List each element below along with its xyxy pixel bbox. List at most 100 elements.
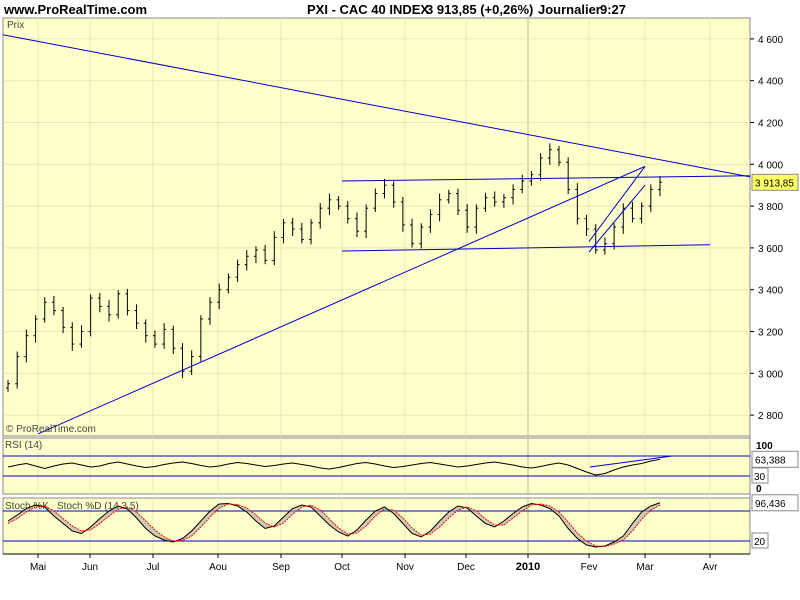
quote-value: 3 913,85 (+0,26%): [426, 2, 534, 17]
ohlc-bar: [217, 283, 222, 310]
x-tick-label: Jun: [82, 562, 98, 573]
ohlc-bar: [437, 193, 442, 222]
x-tick-label: Avr: [703, 562, 718, 573]
ohlc-bar: [281, 219, 286, 244]
price-panel-title: Prix: [7, 20, 24, 31]
ohlc-bar: [42, 297, 47, 323]
ohlc-bar: [244, 249, 249, 271]
ohlc-bar: [612, 223, 617, 250]
ohlc-bar: [630, 201, 635, 223]
ohlc-bar: [51, 295, 56, 316]
ohlc-bar: [400, 196, 405, 232]
ohlc-bar: [556, 145, 561, 166]
ohlc-bar: [345, 201, 350, 224]
stoch-level-tag: [751, 532, 769, 549]
trendline: [588, 184, 646, 253]
ohlc-bar: [327, 193, 332, 216]
ohlc-bar: [309, 219, 314, 245]
rsi-panel-title: RSI (14): [5, 440, 42, 451]
ohlc-bar: [143, 319, 148, 343]
trendline: [341, 175, 751, 182]
rsi-tick-30: 30: [754, 472, 766, 483]
ohlc-bar: [70, 322, 75, 351]
ohlc-bar: [474, 204, 479, 234]
ohlc-bar: [511, 184, 516, 205]
ohlc-bar: [492, 191, 497, 207]
ohlc-bar: [6, 379, 10, 392]
ohlc-bar: [171, 325, 176, 355]
x-tick-label: Dec: [457, 562, 475, 573]
quote-time: 9:27: [600, 2, 627, 17]
ohlc-bar: [318, 203, 323, 229]
ohlc-bar: [593, 224, 598, 254]
ohlc-bar: [272, 231, 277, 266]
trendline: [37, 165, 646, 435]
ohlc-bar: [116, 290, 121, 319]
ohlc-bar: [235, 259, 240, 282]
trendline: [588, 166, 646, 242]
x-tick-label: Sep: [272, 562, 290, 573]
ohlc-bar: [24, 329, 29, 363]
site-url[interactable]: www.ProRealTime.com: [4, 2, 148, 17]
y-tick-label: 4 600: [758, 35, 783, 46]
y-tick-label: 3 600: [758, 244, 783, 255]
ohlc-bar: [180, 343, 185, 379]
ohlc-bar: [263, 244, 268, 265]
ohlc-bar: [134, 304, 139, 329]
ohlc-bar: [364, 204, 369, 239]
ohlc-bar: [483, 192, 488, 212]
last-price-label: 3 913,85: [755, 178, 794, 189]
y-tick-label: 4 200: [758, 119, 783, 130]
ohlc-bar: [575, 183, 580, 225]
ohlc-bar: [465, 204, 470, 233]
rsi-line: [7, 458, 661, 476]
x-tick-label: Mar: [636, 562, 654, 573]
ohlc-bar: [97, 293, 102, 313]
last-price-tag: [751, 173, 799, 191]
ohlc-bar: [501, 193, 506, 208]
x-tick-label: Aou: [209, 562, 227, 573]
x-tick-label: 2010: [516, 561, 540, 573]
ohlc-bar: [61, 306, 66, 334]
ohlc-bar: [189, 350, 194, 375]
ohlc-bar: [336, 196, 341, 210]
y-tick-label: 3 000: [758, 369, 783, 380]
ohlc-bar: [79, 325, 84, 348]
x-tick-label: Fev: [581, 562, 598, 573]
price-panel: [2, 17, 751, 437]
ohlc-bar: [354, 212, 359, 238]
stoch-last-tag: [751, 494, 799, 512]
rsi-tick-0: 0: [756, 484, 762, 495]
ohlc-bar: [208, 297, 213, 325]
y-tick-label: 4 000: [758, 160, 783, 171]
stoch-fill: [8, 502, 660, 547]
y-tick-label: 3 800: [758, 202, 783, 213]
ohlc-bar: [621, 203, 626, 234]
trendline: [2, 34, 751, 178]
ohlc-bar: [290, 217, 295, 236]
ohlc-bar: [446, 189, 451, 204]
rsi-last-label: 63,388: [755, 455, 786, 466]
ohlc-bar: [428, 209, 433, 233]
ohlc-bar: [253, 246, 258, 264]
ohlc-bar: [88, 294, 93, 337]
y-tick-label: 2 800: [758, 411, 783, 422]
x-tick-label: Mai: [30, 562, 46, 573]
ohlc-bar: [107, 300, 112, 322]
ohlc-bar: [152, 330, 157, 348]
ohlc-bar: [584, 214, 589, 236]
y-tick-label: 3 200: [758, 328, 783, 339]
rsi-panel: [2, 437, 751, 495]
x-tick-label: Jul: [147, 562, 160, 573]
x-tick-label: Oct: [334, 562, 350, 573]
stoch-d-line: [7, 503, 661, 548]
ohlc-bar: [538, 153, 543, 181]
ohlc-bar: [391, 181, 396, 208]
ohlc-bar: [226, 273, 231, 294]
ohlc-bar: [33, 315, 38, 343]
ohlc-bar: [382, 178, 387, 199]
ohlc-bar: [547, 143, 552, 165]
rsi-trendline: [589, 455, 673, 468]
ohlc-bar: [566, 157, 571, 195]
